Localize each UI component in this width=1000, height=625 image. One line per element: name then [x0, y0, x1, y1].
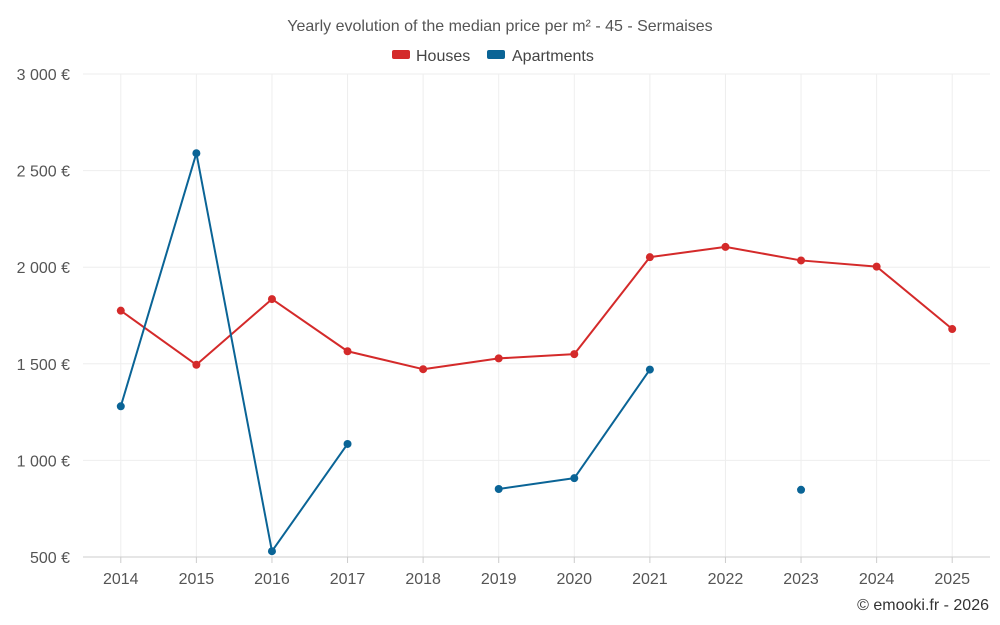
- x-tick-label: 2021: [632, 571, 668, 588]
- series-line-apartments: [119, 152, 349, 553]
- data-point-houses-2021[interactable]: [645, 253, 654, 262]
- x-tick-label: 2025: [934, 571, 970, 588]
- data-point-houses-2025[interactable]: [948, 325, 957, 334]
- legend-swatch-apartments: [487, 50, 505, 59]
- y-tick-label: 3 000 €: [17, 67, 70, 84]
- data-point-apartments-2017[interactable]: [343, 439, 352, 448]
- data-point-houses-2017[interactable]: [343, 347, 352, 356]
- chart-title: Yearly evolution of the median price per…: [287, 18, 712, 35]
- data-point-houses-2022[interactable]: [721, 242, 730, 251]
- x-tick-label: 2015: [179, 571, 215, 588]
- data-point-houses-2016[interactable]: [267, 295, 276, 304]
- y-tick-label: 2 500 €: [17, 164, 70, 181]
- x-tick-label: 2014: [103, 571, 139, 588]
- data-point-apartments-2014[interactable]: [116, 402, 125, 411]
- series-houses: [116, 242, 957, 374]
- legend: Houses Apartments: [392, 48, 594, 65]
- series-line-houses: [120, 245, 953, 371]
- credit-text: © emooki.fr - 2026: [857, 597, 989, 614]
- x-tick-label: 2017: [330, 571, 366, 588]
- data-point-apartments-2019[interactable]: [494, 484, 503, 493]
- legend-label-houses: Houses: [416, 48, 470, 65]
- x-tick-label: 2022: [708, 571, 744, 588]
- grid: [83, 73, 990, 557]
- data-point-houses-2014[interactable]: [116, 306, 125, 315]
- data-point-houses-2020[interactable]: [570, 350, 579, 359]
- data-point-apartments-2016[interactable]: [267, 547, 276, 556]
- data-point-houses-2023[interactable]: [797, 256, 806, 265]
- legend-item-apartments[interactable]: Apartments: [487, 48, 594, 65]
- plot-area: [116, 149, 957, 556]
- x-tick-label: 2023: [783, 571, 819, 588]
- x-tick-label: 2016: [254, 571, 290, 588]
- legend-swatch-houses: [392, 50, 410, 59]
- data-point-houses-2015[interactable]: [192, 360, 201, 369]
- data-point-houses-2024[interactable]: [872, 262, 881, 271]
- series-apartments: [116, 149, 806, 556]
- data-point-apartments-2015[interactable]: [192, 149, 201, 158]
- data-point-apartments-2020[interactable]: [570, 474, 579, 483]
- x-tick-label: 2018: [405, 571, 441, 588]
- data-point-apartments-2023[interactable]: [797, 485, 806, 494]
- axes: 500 € 1 000 € 1 500 € 2 000 € 2 500 € 3 000 €…: [17, 67, 990, 588]
- data-point-houses-2018[interactable]: [419, 365, 428, 374]
- y-tick-label: 1 000 €: [17, 453, 70, 470]
- y-tick-label: 1 500 €: [17, 357, 70, 374]
- x-tick-label: 2024: [859, 571, 895, 588]
- legend-label-apartments: Apartments: [512, 48, 594, 65]
- y-tick-label: 2 000 €: [17, 260, 70, 277]
- data-point-apartments-2021[interactable]: [645, 365, 654, 374]
- x-tick-label: 2020: [556, 571, 592, 588]
- data-point-houses-2019[interactable]: [494, 354, 503, 363]
- x-tick-label: 2019: [481, 571, 517, 588]
- legend-item-houses[interactable]: Houses: [392, 48, 470, 65]
- y-tick-label: 500 €: [30, 550, 70, 567]
